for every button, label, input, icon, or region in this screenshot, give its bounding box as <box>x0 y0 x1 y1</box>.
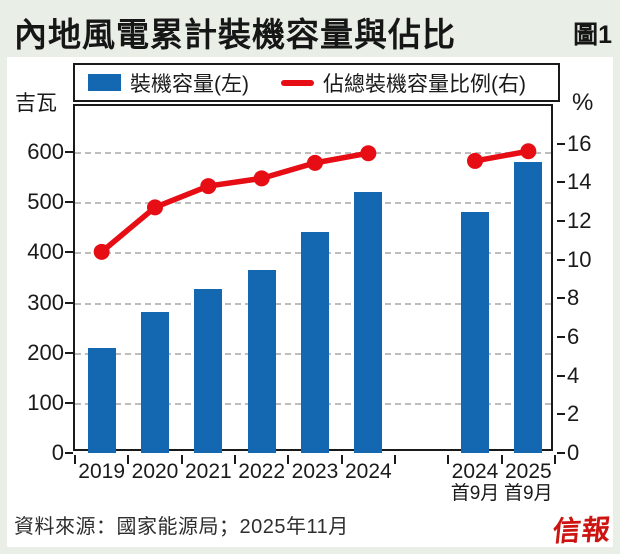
legend-label-capacity: 裝機容量(左) <box>130 72 249 96</box>
line-point-2024首9月 <box>467 152 483 169</box>
x-tick-sublabel-2024: 首9月 <box>450 483 500 504</box>
x-tick-label-2021: 2021 <box>184 460 232 483</box>
x-axis-tickmark <box>554 455 556 464</box>
right-axis-tick-label-14: 14 <box>567 169 592 195</box>
bar-2024 <box>354 191 383 453</box>
right-axis-tickmark <box>557 335 565 338</box>
left-axis-tickmark <box>65 251 73 254</box>
x-axis-tickmark <box>340 455 343 464</box>
bar-2022 <box>247 269 276 453</box>
gridline-500 <box>75 202 551 205</box>
x-axis-tickmark <box>127 455 130 464</box>
x-axis-tickmark <box>287 455 290 464</box>
left-axis-tick-label-400: 400 <box>27 239 64 265</box>
line-segment <box>98 150 372 255</box>
right-axis-tick-label-0: 0 <box>567 440 580 465</box>
x-axis-tickmark <box>500 455 503 464</box>
legend: 裝機容量(左) 佔總裝機容量比例(右) <box>73 63 560 102</box>
right-axis-tickmark <box>557 452 565 454</box>
page-title: 內地風電累計裝機容量與佔比 <box>14 16 456 53</box>
x-axis-tickmark <box>234 455 236 464</box>
bar-2024首9月 <box>461 212 489 453</box>
left-axis-tickmark <box>65 351 73 354</box>
line-point-2021 <box>200 178 217 195</box>
gridline-600 <box>75 152 551 155</box>
left-axis-tickmark <box>65 401 73 404</box>
line-point-2023 <box>307 154 323 171</box>
bar-swatch-icon <box>88 74 121 91</box>
bar-2021 <box>194 288 223 453</box>
right-axis-tick-label-12: 12 <box>567 207 592 233</box>
left-axis-tick-label-500: 500 <box>27 189 64 215</box>
figure-number-label: 圖1 <box>573 21 612 49</box>
x-axis-tickmark <box>180 455 183 464</box>
bar-2025首9月 <box>514 162 543 453</box>
line-swatch-icon <box>281 79 314 86</box>
left-axis-tickmark <box>65 301 73 304</box>
x-tick-label-2019: 2019 <box>78 460 126 483</box>
right-axis-tick-label-16: 16 <box>567 130 592 156</box>
x-tick-label-2023: 2023 <box>291 460 339 483</box>
bar-2023 <box>301 231 329 453</box>
chart-panel: 裝機容量(左) 佔總裝機容量比例(右) 吉瓦 % 資料來源：國家能源局；2025… <box>7 57 613 547</box>
legend-label-share: 佔總裝機容量比例(右) <box>323 72 526 96</box>
line-point-2022 <box>253 170 270 187</box>
left-axis-tick-label-300: 300 <box>27 289 64 315</box>
left-axis-tickmark <box>65 452 73 454</box>
left-axis-tick-label-200: 200 <box>27 339 64 365</box>
legend-item-capacity: 裝機容量(左) <box>88 68 249 98</box>
left-axis-unit-label: 吉瓦 <box>15 92 57 115</box>
x-axis-tickmark <box>74 455 76 464</box>
left-axis-tick-label-600: 600 <box>27 139 64 165</box>
line-point-2019 <box>93 243 110 260</box>
bar-2019 <box>87 347 116 453</box>
left-axis-tick-label-0: 0 <box>51 440 64 465</box>
x-tick-label-2024: 2024 <box>344 460 392 483</box>
x-axis-tickmark <box>394 455 396 464</box>
right-axis-tickmark <box>557 413 565 416</box>
left-axis-tick-label-100: 100 <box>27 389 64 415</box>
right-axis-tick-label-10: 10 <box>567 246 592 272</box>
x-tick-label-2025首9月: 2025 <box>504 460 552 483</box>
right-axis-unit-label: % <box>572 89 594 116</box>
plot-area <box>73 104 553 453</box>
right-axis-tick-label-2: 2 <box>567 401 580 427</box>
x-tick-label-2024首9月: 2024 <box>451 460 499 483</box>
right-axis-tickmark <box>557 181 565 184</box>
x-tick-sublabel-2025: 首9月 <box>504 483 553 504</box>
bar-2020 <box>141 312 169 453</box>
right-axis-tickmark <box>557 258 565 261</box>
x-tick-label-2022: 2022 <box>238 460 286 483</box>
line-point-2024 <box>360 145 377 162</box>
legend-item-share: 佔總裝機容量比例(右) <box>281 68 526 98</box>
x-tick-label-2020: 2020 <box>131 460 179 483</box>
right-axis-tick-label-6: 6 <box>567 323 580 349</box>
right-axis-tickmark <box>557 219 565 222</box>
line-point-2025首9月 <box>520 143 537 160</box>
x-axis-tickmark <box>447 455 450 464</box>
right-axis-tickmark <box>557 142 565 145</box>
right-axis-tickmark <box>557 297 565 300</box>
left-axis-tickmark <box>65 151 73 154</box>
right-axis-tick-label-4: 4 <box>567 362 580 388</box>
source-text: 資料來源：國家能源局；2025年11月 <box>14 516 349 538</box>
right-axis-tickmark <box>557 374 565 377</box>
line-series <box>93 143 537 260</box>
brand-logo: 信報 <box>551 513 613 548</box>
line-segment <box>472 148 532 164</box>
left-axis-tickmark <box>65 201 73 204</box>
line-point-2020 <box>147 199 163 216</box>
right-axis-tick-label-8: 8 <box>567 285 580 311</box>
